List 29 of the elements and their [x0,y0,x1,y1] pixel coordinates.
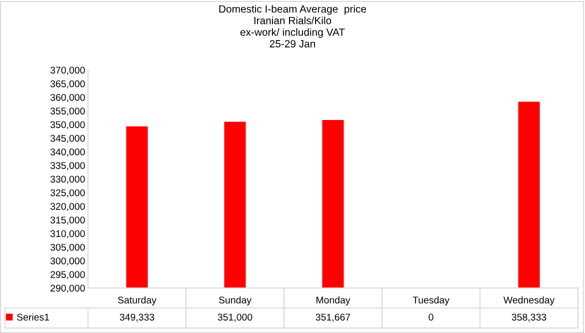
x-tick-label: Sunday [218,296,252,306]
x-tick-label: Wednesday [503,296,555,306]
data-label: 358,333 [512,314,546,322]
y-tick-label: 340,000 [50,148,85,157]
y-tick-label: 365,000 [50,80,85,88]
y-tick-label: 350,000 [50,121,85,130]
x-tick-label: Tuesday [412,296,450,306]
y-tick-label: 300,000 [50,257,85,266]
chart-title: Domestic I-beam Average price Iranian Rials/Kilo ex-work/ including VAT 25-29 Jan [219,4,366,48]
y-tick-label: 305,000 [50,244,85,252]
y-tick-label: 335,000 [50,162,85,170]
data-label: 349,333 [120,314,154,322]
y-tick-label: 320,000 [50,202,85,212]
x-tick-label: Saturday [118,296,156,306]
data-label: 351,000 [218,314,252,322]
y-tick-label: 330,000 [50,176,85,184]
y-tick-label: 310,000 [50,230,85,238]
legend-label: Series1 [17,313,50,321]
data-label: 351,667 [316,314,350,322]
y-tick-label: 295,000 [50,271,85,280]
text: 0 [428,314,434,321]
y-tick-label: 325,000 [50,189,85,198]
y-tick-label: 315,000 [50,216,85,225]
y-tick-label: 290,000 [50,284,85,293]
y-tick-label: 345,000 [50,134,85,143]
y-tick-label: 360,000 [50,94,85,102]
y-tick-label: 355,000 [50,108,85,116]
x-tick-label: Monday [316,296,350,306]
y-tick-label: 370,000 [50,66,85,75]
